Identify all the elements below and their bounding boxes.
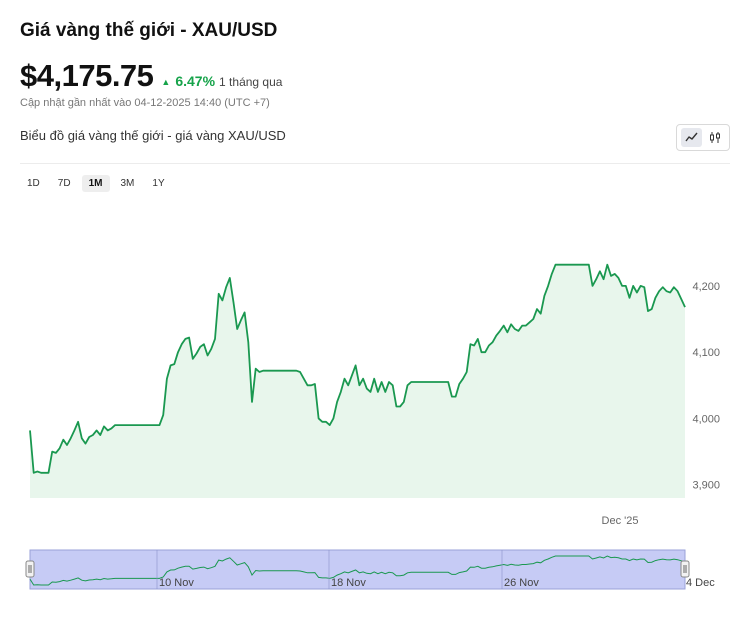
range-navigator[interactable]: 10 Nov 18 Nov 26 Nov 4 Dec	[25, 549, 715, 590]
main-plot-area	[29, 263, 686, 498]
change-period: 1 tháng qua	[219, 75, 283, 89]
chart-title: Biểu đồ giá vàng thế giới - giá vàng XAU…	[20, 128, 286, 143]
chart-type-toggle	[676, 124, 730, 151]
navigator-left-handle[interactable]	[25, 560, 35, 578]
last-updated: Cập nhật gần nhất vào 04-12-2025 14:40 (…	[20, 97, 270, 109]
candlestick-icon	[709, 132, 720, 143]
range-1m-button[interactable]: 1M	[81, 175, 110, 192]
page-title: Giá vàng thế giới - XAU/USD	[20, 20, 278, 41]
navigator-series	[29, 555, 686, 586]
range-7d-button[interactable]: 7D	[57, 178, 71, 189]
range-selector: 1D 7D 1M 3M 1Y	[20, 175, 172, 192]
price-change: ▲ 6.47%	[161, 73, 215, 89]
y-tick-label: 3,900	[692, 480, 720, 492]
price-area	[30, 264, 685, 498]
line-chart-icon	[685, 132, 698, 142]
navigator-tick-label: 26 Nov	[504, 577, 539, 589]
range-3m-button[interactable]: 3M	[120, 178, 135, 189]
navigator-right-handle[interactable]	[680, 560, 690, 578]
navigator-tick-label: 10 Nov	[159, 577, 194, 589]
y-axis: 4,200 4,100 4,000 3,900	[692, 281, 720, 492]
price-row: $4,175.75 ▲ 6.47% 1 tháng qua	[20, 58, 282, 94]
candle-view-button[interactable]	[704, 128, 725, 147]
navigator-tick-label: 18 Nov	[331, 577, 366, 589]
y-tick-label: 4,200	[692, 281, 720, 293]
y-tick-label: 4,100	[692, 347, 720, 359]
x-axis: Dec '25	[602, 515, 639, 527]
triangle-up-icon: ▲	[161, 77, 171, 87]
price-line	[29, 263, 686, 474]
divider	[20, 163, 730, 164]
y-tick-label: 4,000	[692, 413, 720, 425]
range-1y-button[interactable]: 1Y	[152, 178, 165, 189]
line-view-button[interactable]	[681, 128, 702, 147]
navigator-tick-label: 4 Dec	[686, 577, 715, 589]
current-price: $4,175.75	[20, 58, 154, 93]
change-percent: 6.47%	[175, 73, 216, 89]
range-1d-button[interactable]: 1D	[27, 178, 40, 189]
x-tick-label: Dec '25	[602, 515, 639, 527]
